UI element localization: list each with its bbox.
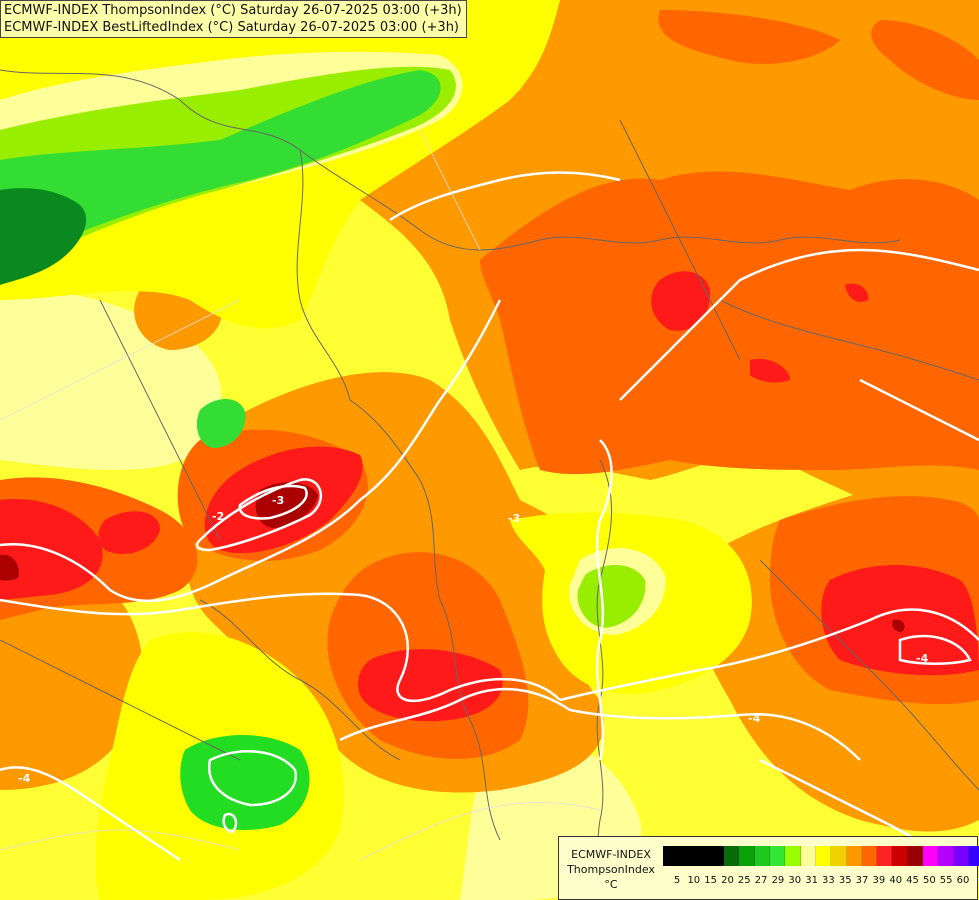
legend-ticks: 5 10 15 20 25 27 29 30 31 33 35 37 39 40 45 50 55 60 xyxy=(663,875,973,889)
contour-label: -3 xyxy=(508,512,520,525)
legend-tick-label: 55 xyxy=(939,875,953,886)
legend-swatch xyxy=(968,846,979,866)
legend-tick-label: 15 xyxy=(704,875,718,886)
color-legend: ECMWF-INDEX ThompsonIndex °C 5 10 15 20 25 27… xyxy=(558,836,979,900)
legend-swatch xyxy=(923,846,939,866)
legend-label: ECMWF-INDEX ThompsonIndex °C xyxy=(563,847,659,892)
green-zone-north xyxy=(0,70,441,265)
legend-tick-label: 27 xyxy=(754,875,768,886)
legend-unit: °C xyxy=(604,878,618,891)
legend-swatch xyxy=(754,846,771,866)
legend-model: ECMWF-INDEX xyxy=(571,848,651,861)
secondary-borders xyxy=(0,129,601,861)
legend-swatch xyxy=(678,846,694,866)
green-zone-southwest xyxy=(180,735,310,830)
legend-swatch xyxy=(663,846,679,866)
legend-tick-label: 30 xyxy=(788,875,802,886)
map-title: ECMWF-INDEX ThompsonIndex (°C) Saturday … xyxy=(0,0,467,38)
red-zone-northeast xyxy=(651,271,711,331)
legend-tick-label: 39 xyxy=(872,875,886,886)
legend-swatch xyxy=(877,846,893,866)
title-line-lifted: ECMWF-INDEX BestLiftedIndex (°C) Saturda… xyxy=(4,20,459,35)
legend-swatch xyxy=(953,846,969,866)
legend-tick-label: 20 xyxy=(721,875,734,886)
legend-swatch xyxy=(815,846,832,866)
contour-label: -3 xyxy=(272,494,284,507)
dark-orange-zone-northeast xyxy=(871,20,979,100)
dark-green-zone-northwest xyxy=(0,188,87,285)
red-zone-west xyxy=(0,499,103,600)
legend-swatch xyxy=(708,846,725,866)
legend-tick-label: 29 xyxy=(771,875,785,886)
lifted-index-contours xyxy=(0,171,979,882)
red-zone-southeast xyxy=(821,565,979,676)
legend-swatch xyxy=(831,846,847,866)
legend-swatches xyxy=(663,846,979,866)
legend-swatch xyxy=(907,846,924,866)
contour-label: -4 xyxy=(18,772,31,785)
legend-tick-label: 33 xyxy=(822,875,835,886)
dark-red-zone-east xyxy=(892,619,905,632)
dark-orange-zone-north xyxy=(658,10,840,64)
legend-tick-label: 60 xyxy=(956,875,970,886)
legend-swatch xyxy=(785,846,801,866)
contour-label: -4 xyxy=(916,652,929,665)
legend-tick-label: 37 xyxy=(855,875,869,886)
legend-tick-label: 31 xyxy=(805,875,818,886)
green-zone-west xyxy=(196,398,246,448)
dark-red-zone-west xyxy=(0,554,19,581)
legend-tick-label: 5 xyxy=(673,875,681,886)
red-zone-east xyxy=(750,358,790,383)
legend-tick-label: 25 xyxy=(737,875,751,886)
contour-label: -2 xyxy=(212,510,224,523)
legend-swatch xyxy=(846,846,862,866)
legend-swatch xyxy=(800,846,816,866)
country-borders xyxy=(0,69,979,900)
dark-orange-zone-east xyxy=(480,171,979,475)
orange-zone-southwest xyxy=(0,569,143,790)
legend-tick-label: 35 xyxy=(838,875,852,886)
legend-swatch xyxy=(770,846,786,866)
legend-tick-label: 40 xyxy=(889,875,903,886)
legend-swatch xyxy=(739,846,755,866)
red-zone-east-small xyxy=(845,283,869,302)
legend-tick-label: 10 xyxy=(687,875,701,886)
legend-tick-label: 50 xyxy=(922,875,936,886)
legend-swatch xyxy=(693,846,709,866)
legend-swatch xyxy=(861,846,878,866)
red-zone-west-small xyxy=(98,511,160,554)
lime-zone-center xyxy=(577,564,646,628)
legend-swatch xyxy=(938,846,954,866)
title-line-thompson: ECMWF-INDEX ThompsonIndex (°C) Saturday … xyxy=(4,3,462,18)
legend-tick-label: 45 xyxy=(906,875,919,886)
red-zone-center xyxy=(358,649,503,722)
legend-swatch xyxy=(892,846,908,866)
legend-parameter: ThompsonIndex xyxy=(567,863,655,876)
legend-swatch xyxy=(724,846,740,866)
contour-label: -4 xyxy=(748,712,761,725)
